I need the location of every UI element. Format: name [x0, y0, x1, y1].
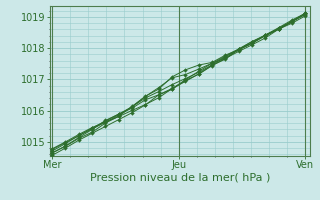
- X-axis label: Pression niveau de la mer( hPa ): Pression niveau de la mer( hPa ): [90, 173, 270, 183]
